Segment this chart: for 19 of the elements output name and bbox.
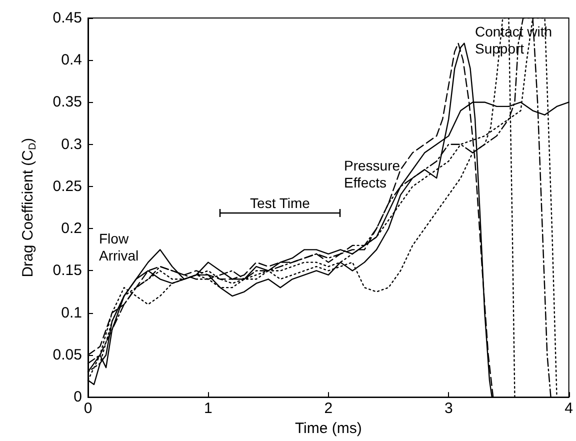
annotation: Test Time	[250, 195, 310, 211]
y-tick-label: 0.1	[61, 304, 82, 322]
annotation: Pressure Effects	[344, 158, 400, 190]
x-axis-title: Time (ms)	[294, 420, 362, 437]
y-tick-label: 0.25	[52, 178, 82, 195]
y-tick-label: 0.15	[52, 262, 82, 280]
x-tick-label: 1	[204, 400, 212, 418]
y-tick-label: 0.3	[61, 136, 82, 153]
y-axis-title: Drag Coefficient (CD)	[20, 138, 38, 278]
y-tick-label: 0.35	[52, 94, 82, 111]
x-tick-label: 3	[444, 400, 453, 418]
x-tick-label: 4	[564, 400, 573, 418]
y-tick-label: 0.05	[52, 346, 82, 364]
x-tick-label: 2	[324, 400, 333, 418]
y-tick-label: 0.45	[52, 10, 82, 26]
y-tick-label: 0.4	[61, 52, 82, 69]
y-tick-label: 0.2	[61, 220, 82, 238]
annotation: Flow Arrival	[99, 230, 139, 264]
y-tick-label: 0	[74, 388, 82, 406]
